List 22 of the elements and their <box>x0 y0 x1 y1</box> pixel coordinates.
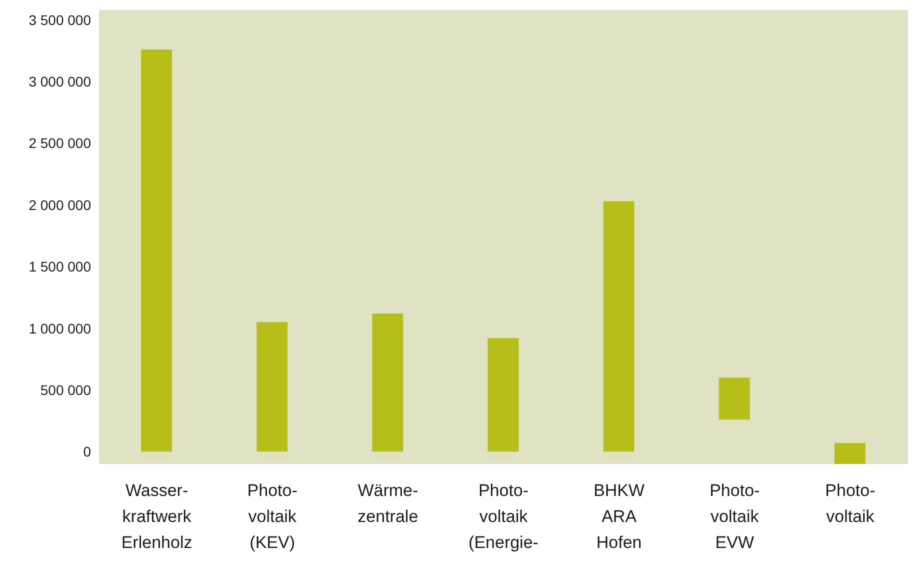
y-tick-label: 2 500 000 <box>28 135 92 152</box>
bar <box>603 201 634 452</box>
x-tick-label: Wasser- kraftwerk Erlenholz <box>121 481 192 552</box>
y-tick-label: 2 000 000 <box>28 196 92 213</box>
bar <box>256 322 288 452</box>
y-tick-label: 3 500 000 <box>28 12 92 28</box>
y-tick-label: 0 <box>83 444 92 460</box>
bar <box>141 49 172 452</box>
x-tick-label: Wärme- zentrale <box>358 481 418 526</box>
x-tick-label: Photo- voltaik <box>825 481 876 526</box>
x-tick-label: BHKW ARA Hofen <box>594 481 645 552</box>
bar <box>372 313 404 452</box>
bar <box>834 443 866 464</box>
y-tick-label: 1 000 000 <box>28 320 92 336</box>
y-tick-label: 500 000 <box>40 382 92 398</box>
y-tick-label: 3 000 000 <box>28 74 92 90</box>
x-tick-label: Photo- voltaik EVW <box>710 481 760 552</box>
x-tick-label: Photo- voltaik (KEV) <box>247 481 298 552</box>
bar <box>718 378 750 420</box>
y-tick-label: 1 500 000 <box>28 258 92 275</box>
bar <box>488 338 519 452</box>
x-tick-label: Photo- voltaik (Energie- <box>468 481 538 552</box>
